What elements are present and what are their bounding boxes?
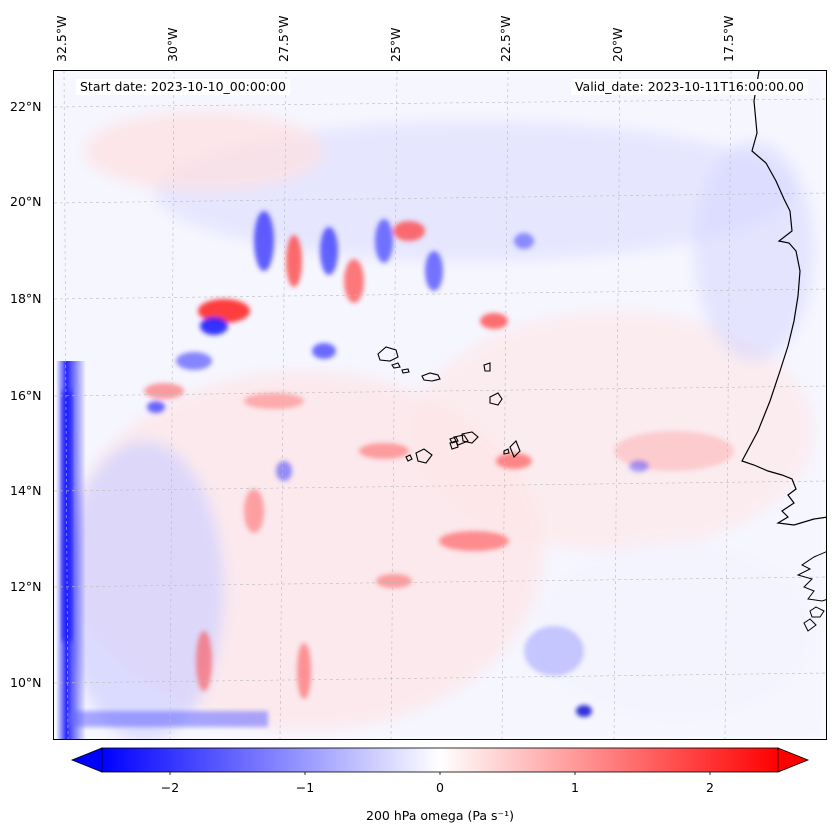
colorbar-tick-0: 0 (436, 780, 444, 795)
omega-field-map (54, 71, 826, 739)
lon-label-25w: 25°W (388, 27, 403, 62)
colorbar-body (101, 747, 779, 773)
background-field (54, 71, 826, 739)
lon-label-20w: 20°W (610, 27, 625, 62)
colorbar-extend-right (777, 747, 810, 773)
lat-label-20n: 20°N (10, 194, 42, 209)
colorbar-label: 200 hPa omega (Pa s⁻¹) (366, 808, 514, 823)
coastline-west-africa (741, 71, 826, 526)
lon-label-30w: 30°W (165, 27, 180, 62)
colorbar-tick-2: 2 (706, 780, 714, 795)
lat-label-18n: 18°N (10, 291, 42, 306)
map-panel: Start date: 2023-10-10_00:00:00 Valid_da… (53, 70, 827, 740)
convective-cells (144, 211, 734, 717)
colorbar-extend-left (70, 747, 103, 773)
lat-label-12n: 12°N (10, 579, 42, 594)
lon-label-27-5w: 27.5°W (276, 15, 291, 62)
lat-label-16n: 16°N (10, 388, 42, 403)
lat-label-10n: 10°N (10, 675, 42, 690)
colorbar (70, 747, 810, 775)
lat-label-22n: 22°N (10, 99, 42, 114)
cabo-verde-islands (377, 346, 521, 464)
gridlines (54, 71, 826, 739)
colorbar-tick-1: 1 (571, 780, 579, 795)
lon-label-32-5w: 32.5°W (54, 15, 69, 62)
valid-date-label: Valid_date: 2023-10-11T16:00:00.00 (570, 79, 808, 95)
colorbar-tick-minus-2: −2 (160, 780, 180, 795)
lat-label-14n: 14°N (10, 483, 42, 498)
coastline-guinea-bissau (796, 551, 826, 602)
start-date-label: Start date: 2023-10-10_00:00:00 (76, 79, 290, 95)
lon-label-17-5w: 17.5°W (721, 15, 736, 62)
colorbar-tick-minus-1: −1 (295, 780, 315, 795)
lon-label-22-5w: 22.5°W (498, 15, 513, 62)
